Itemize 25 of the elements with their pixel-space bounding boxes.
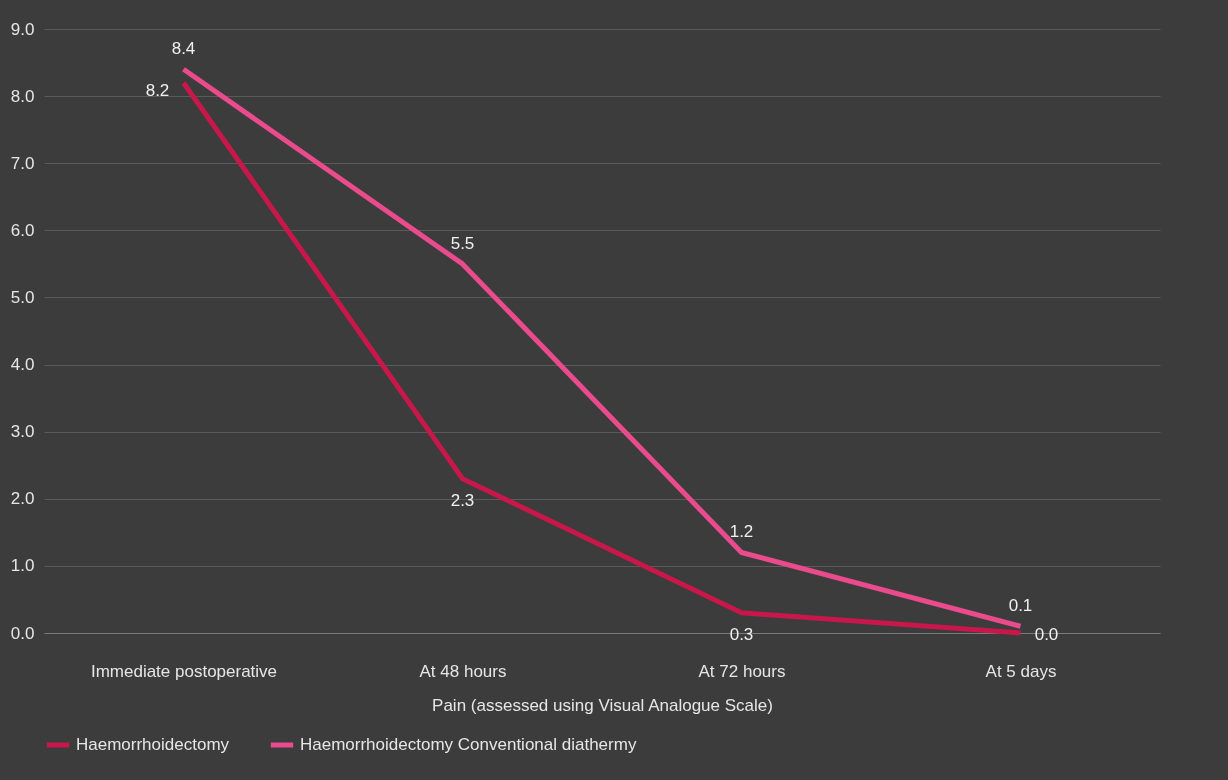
y-tick-label: 3.0	[10, 422, 35, 442]
legend-label: Haemorrhoidectomy Conventional diathermy	[300, 735, 637, 754]
x-tick-label: At 5 days	[985, 661, 1057, 681]
data-label: 1.2	[729, 522, 754, 542]
y-tick-label: 1.0	[10, 556, 35, 576]
y-tick-label: 4.0	[10, 355, 35, 375]
data-label: 2.3	[450, 490, 475, 510]
y-tick-label: 0.0	[10, 623, 35, 643]
y-tick-label: 9.0	[10, 19, 35, 39]
data-label: 8.2	[145, 80, 170, 100]
x-axis-title: Pain (assessed using Visual Analogue Scale)	[432, 695, 773, 715]
data-label: 8.4	[171, 39, 196, 59]
x-tick-label: At 72 hours	[698, 661, 786, 681]
data-label: 0.3	[729, 624, 754, 644]
x-tick-label: Immediate postoperative	[90, 661, 278, 681]
data-label: 5.5	[450, 233, 475, 253]
data-label: 0.0	[1034, 625, 1059, 644]
y-tick-label: 2.0	[10, 489, 35, 509]
legend-label: Haemorrhoidectomy	[76, 735, 230, 754]
y-tick-label: 8.0	[10, 86, 35, 106]
y-tick-label: 7.0	[10, 153, 35, 173]
y-tick-label: 6.0	[10, 220, 35, 240]
data-label: 0.1	[1008, 596, 1033, 616]
x-tick-label: At 48 hours	[419, 661, 507, 681]
y-tick-label: 5.0	[10, 287, 35, 307]
